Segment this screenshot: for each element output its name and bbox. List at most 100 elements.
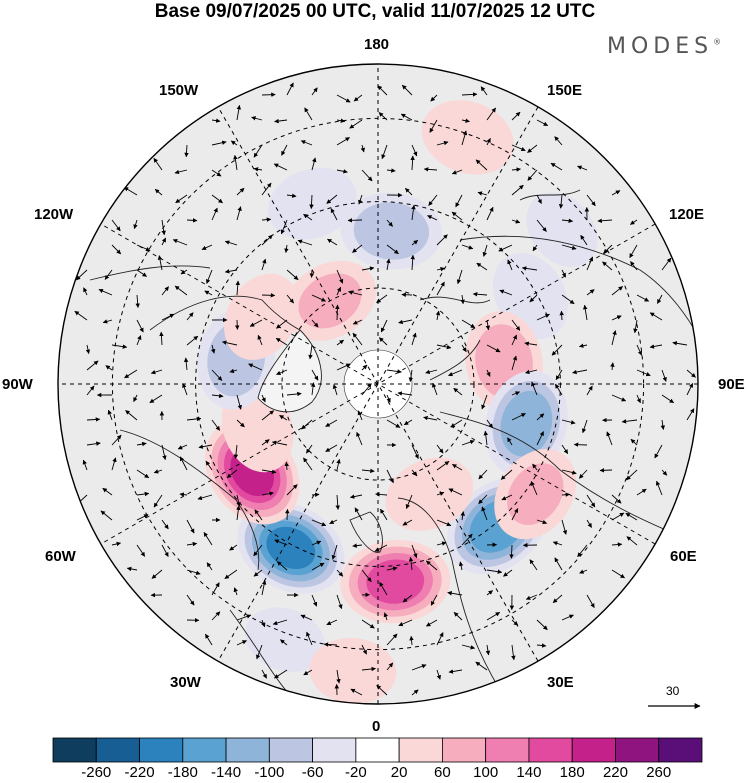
wind-arrow: [611, 569, 625, 579]
lon-label-90w: 90W: [2, 376, 33, 393]
wind-arrow: [211, 393, 224, 399]
wind-arrow: [153, 494, 163, 508]
wind-arrow: [511, 508, 519, 521]
wind-arrow: [501, 494, 513, 501]
wind-arrow: [236, 394, 242, 410]
wind-arrow: [182, 383, 188, 396]
wind-arrow: [111, 219, 121, 232]
wind-arrow: [111, 457, 117, 471]
brand-text: MODES: [607, 34, 714, 59]
wind-arrow: [461, 533, 473, 546]
wind-arrow: [236, 206, 242, 221]
wind-arrow: [226, 469, 238, 479]
wind-arrow: [561, 519, 568, 535]
wind-arrow: [507, 259, 513, 271]
wind-arrow: [161, 313, 175, 321]
wind-arrow: [536, 643, 547, 648]
wind-arrow: [511, 319, 521, 331]
wind-arrow: [356, 431, 363, 446]
graticule: [58, 64, 698, 704]
wind-arrow: [597, 218, 613, 224]
wind-arrow: [348, 290, 363, 296]
wind-arrow: [661, 257, 672, 271]
wind-arrow: [310, 382, 316, 396]
wind-arrow: [102, 319, 113, 324]
wind-arrow: [386, 219, 393, 227]
wind-arrow: [551, 344, 563, 356]
wind-arrow: [411, 544, 418, 559]
wind-arrow: [375, 492, 388, 497]
wind-arrow: [461, 244, 474, 250]
wind-arrow: [572, 369, 588, 375]
wind-arrow: [352, 319, 363, 325]
wind-arrow: [177, 444, 188, 450]
wind-arrow: [400, 113, 413, 121]
wind-arrow: [236, 640, 247, 646]
wind-arrow: [275, 337, 288, 346]
wind-arrow: [284, 244, 289, 254]
wind-arrow: [411, 444, 419, 459]
wind-arrow: [536, 413, 545, 421]
wind-arrow: [524, 341, 538, 346]
wind-arrow: [111, 344, 128, 349]
wind-arrow: [611, 190, 621, 196]
wind-arrow: [536, 431, 544, 446]
wind-arrow: [311, 319, 319, 328]
anomaly-contour: [507, 463, 564, 526]
wind-arrow: [485, 319, 491, 331]
wind-arrow: [486, 611, 501, 621]
wind-arrow: [483, 430, 489, 446]
wind-arrow: [336, 594, 343, 610]
wind-arrow: [447, 591, 463, 596]
colorbar-tick-label: -140: [211, 764, 242, 781]
wind-arrow: [451, 463, 463, 471]
wind-arrow: [511, 184, 524, 196]
wind-arrow: [201, 244, 213, 250]
wind-arrow: [655, 480, 663, 496]
wind-arrow: [485, 644, 491, 656]
wind-arrow: [300, 140, 313, 146]
wind-arrow: [235, 280, 241, 296]
colorbar-tick-label: 180: [559, 764, 585, 781]
wind-arrow: [378, 337, 388, 346]
wind-arrow: [577, 544, 588, 558]
wind-arrow: [229, 368, 238, 374]
wind-arrow: [286, 269, 299, 280]
wind-arrow: [409, 635, 414, 646]
wind-arrow: [179, 492, 188, 497]
wind-arrow: [386, 369, 402, 374]
wind-arrow: [336, 286, 342, 296]
wind-arrow: [383, 612, 388, 621]
wind-arrow: [329, 519, 338, 525]
wind-arrow: [456, 269, 463, 285]
wind-arrow: [286, 82, 294, 96]
wind-arrow: [405, 494, 413, 509]
wind-arrow: [257, 334, 263, 346]
wind-arrow: [261, 491, 274, 496]
wind-arrow: [532, 244, 538, 252]
wind-arrow: [256, 644, 263, 660]
wind-arrow: [153, 157, 163, 171]
wind-arrow: [554, 557, 563, 571]
wind-arrow: [325, 419, 338, 427]
wind-arrow: [611, 394, 627, 402]
wind-arrow: [450, 419, 463, 428]
wind-arrow: [633, 319, 638, 334]
wind-arrow: [271, 440, 288, 446]
wind-arrow: [686, 382, 694, 396]
colorbar-swatch: [52, 737, 97, 763]
wind-arrow: [330, 208, 338, 221]
wind-arrow: [174, 285, 188, 296]
wind-vectors: [74, 82, 696, 696]
wind-arrow: [353, 94, 363, 102]
wind-arrow: [309, 194, 314, 210]
wind-arrow: [453, 387, 463, 396]
wind-arrow: [349, 119, 363, 129]
wind-arrow: [159, 331, 164, 346]
wind-arrow: [111, 541, 122, 547]
wind-arrow: [509, 544, 514, 559]
colorbar-swatch: [139, 737, 184, 763]
wind-arrow: [461, 344, 467, 353]
wind-arrow: [428, 194, 438, 206]
wind-arrow: [561, 469, 577, 475]
